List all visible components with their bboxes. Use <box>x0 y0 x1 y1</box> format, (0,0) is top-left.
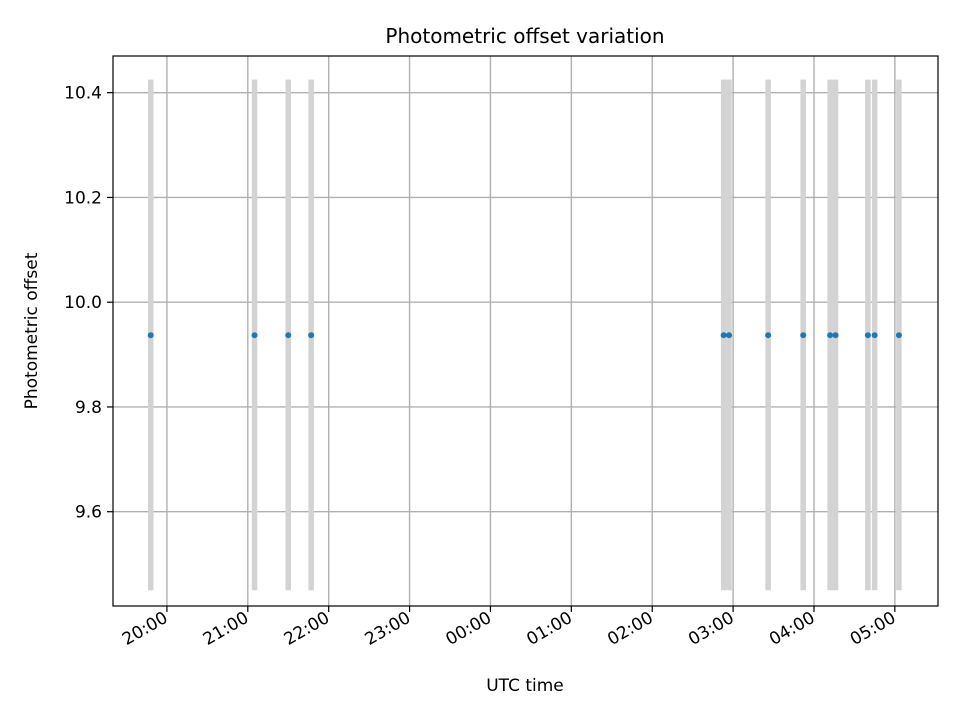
y-tick-label: 10.0 <box>64 293 102 313</box>
data-point <box>832 332 839 339</box>
x-axis-label: UTC time <box>486 676 564 696</box>
data-point <box>251 332 258 339</box>
x-tick-label: 20:00 <box>119 608 171 650</box>
y-tick-label: 10.4 <box>64 84 102 104</box>
data-point <box>800 332 807 339</box>
x-tick-label: 22:00 <box>281 608 333 650</box>
y-axis: 9.6 9.8 10.0 10.2 10.4 <box>64 84 113 523</box>
data-point <box>720 332 727 339</box>
x-tick-label: 03:00 <box>685 608 737 650</box>
x-tick-label: 00:00 <box>443 608 495 650</box>
data-point <box>827 332 834 339</box>
y-tick-label: 9.8 <box>75 398 102 418</box>
chart-title: Photometric offset variation <box>385 24 664 48</box>
y-axis-label: Photometric offset <box>22 252 42 409</box>
data-point <box>147 332 154 339</box>
x-tick-label: 02:00 <box>604 608 656 650</box>
data-point <box>864 332 871 339</box>
data-point <box>726 332 733 339</box>
data-point <box>308 332 315 339</box>
y-tick-label: 10.2 <box>64 188 102 208</box>
x-axis: 20:00 21:00 22:00 23:00 00:00 01:00 02:00 03:00… <box>119 606 899 650</box>
data-point <box>895 332 902 339</box>
x-tick-label: 21:00 <box>200 608 252 650</box>
data-point <box>871 332 878 339</box>
plot-frame <box>112 55 939 607</box>
x-tick-label: 05:00 <box>847 608 899 650</box>
y-tick-label: 9.6 <box>75 503 102 523</box>
data-point <box>285 332 292 339</box>
x-tick-label: 04:00 <box>766 608 818 650</box>
x-tick-label: 01:00 <box>523 608 575 650</box>
data-point <box>765 332 772 339</box>
x-tick-label: 23:00 <box>362 608 414 650</box>
data-points <box>147 332 902 339</box>
